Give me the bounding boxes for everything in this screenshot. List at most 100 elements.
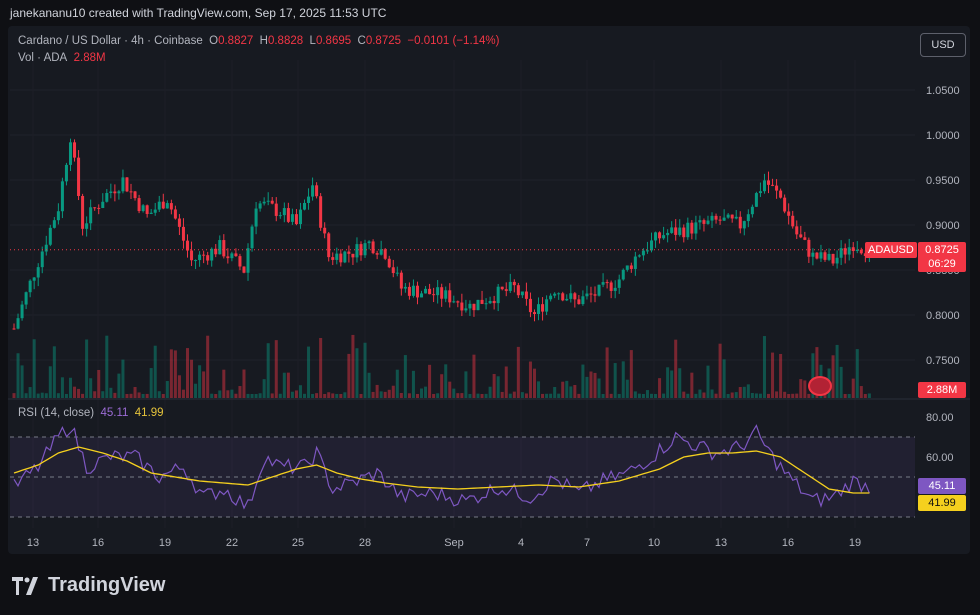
volume-bar [674, 339, 678, 398]
candle-body [436, 287, 440, 296]
candle-body [815, 252, 819, 259]
volume-bar [359, 393, 363, 398]
candle-body [629, 265, 633, 269]
volume-bar [799, 379, 803, 398]
volume-bar [730, 392, 734, 398]
candle-body [52, 220, 56, 228]
candle-body [262, 201, 266, 204]
volume-bar [367, 372, 371, 398]
candle-body [121, 177, 125, 192]
chart-axes: 1.05001.00000.95000.90000.85000.80000.75… [8, 85, 970, 549]
volume-bar [250, 393, 254, 398]
candle-body [859, 249, 863, 254]
candle-body [605, 282, 609, 284]
volume-bar [375, 384, 379, 398]
candle-body [387, 258, 391, 268]
rsi-label: RSI (14, close) [18, 407, 95, 419]
volume-bar [637, 393, 641, 398]
candle-body [557, 293, 561, 295]
candle-body [597, 284, 601, 296]
volume-bar [758, 393, 762, 398]
volume-bar [520, 392, 524, 398]
candle-body [270, 200, 274, 204]
volume-bar [549, 393, 553, 398]
volume-bar [484, 393, 488, 398]
tradingview-logo[interactable]: TradingView [12, 574, 165, 597]
candle-body [448, 290, 452, 303]
time-tick-label: 16 [782, 537, 794, 549]
candle-body [230, 253, 234, 259]
volume-bar [302, 393, 307, 398]
candle-body [278, 215, 282, 217]
volume-bar [355, 348, 359, 398]
volume-bar [331, 393, 335, 398]
candle-body [811, 252, 815, 257]
candle-body [500, 286, 504, 290]
candle-body [666, 232, 670, 236]
bar-countdown: 06:29 [928, 258, 956, 270]
last-price-value: 0.8725 [925, 244, 959, 256]
candle-body [823, 252, 827, 260]
volume-bar [553, 387, 557, 398]
us-flag-icon[interactable] [808, 376, 832, 396]
candle-body [40, 251, 44, 268]
volume-bar [24, 393, 28, 398]
low-value: 0.8695 [315, 35, 352, 47]
volume-bar [242, 369, 246, 398]
candle-body [254, 208, 258, 227]
tradingview-logo-icon [12, 576, 38, 595]
candle-body [173, 209, 177, 219]
candle-body [298, 209, 302, 225]
candle-body [460, 302, 464, 311]
volume-bar [363, 342, 367, 398]
candle-body [161, 201, 165, 209]
volume-bar [714, 393, 718, 398]
volume-bar [855, 349, 859, 398]
candle-body [335, 253, 339, 260]
candle-body [508, 281, 512, 291]
volume-bar [190, 359, 194, 398]
candle-body [157, 201, 161, 210]
candle-body [803, 237, 807, 240]
currency-button[interactable]: USD [920, 33, 966, 57]
candle-body [730, 214, 734, 219]
candle-body [472, 303, 476, 311]
candle-body [532, 312, 536, 315]
volume-bar [64, 393, 68, 398]
high-value: 0.8828 [267, 35, 304, 47]
chart-frame[interactable] [8, 26, 970, 554]
volume-bar [811, 353, 815, 398]
low-label: L [309, 35, 316, 47]
candle-body [613, 287, 617, 291]
volume-bar [161, 393, 165, 398]
volume-bar [109, 387, 113, 398]
candle-body [476, 299, 480, 311]
time-tick-label: 28 [359, 537, 371, 549]
candle-body [73, 142, 77, 158]
volume-bar [420, 388, 424, 398]
time-tick-label: 22 [226, 537, 238, 549]
candle-body [545, 299, 549, 312]
candle-body [670, 227, 674, 233]
volume-bar [690, 372, 694, 398]
grid-lines [10, 60, 915, 528]
candle-body [290, 214, 294, 222]
volume-bar [68, 377, 72, 398]
candle-body [537, 304, 541, 315]
candle-body [633, 256, 637, 269]
candlestick-series [12, 138, 871, 330]
volume-bar [734, 392, 738, 398]
volume-bar [254, 393, 258, 398]
volume-bar [73, 386, 77, 398]
rsi-ma-line [13, 446, 870, 494]
volume-bar [577, 393, 581, 398]
volume-bar [351, 334, 355, 398]
rsi-tag: 45.11 [918, 478, 966, 494]
volume-bar [77, 388, 81, 398]
candle-body [214, 248, 218, 255]
candle-body [484, 303, 488, 305]
candle-body [383, 249, 387, 259]
candle-body [585, 293, 589, 297]
time-tick-label: 19 [849, 537, 861, 549]
